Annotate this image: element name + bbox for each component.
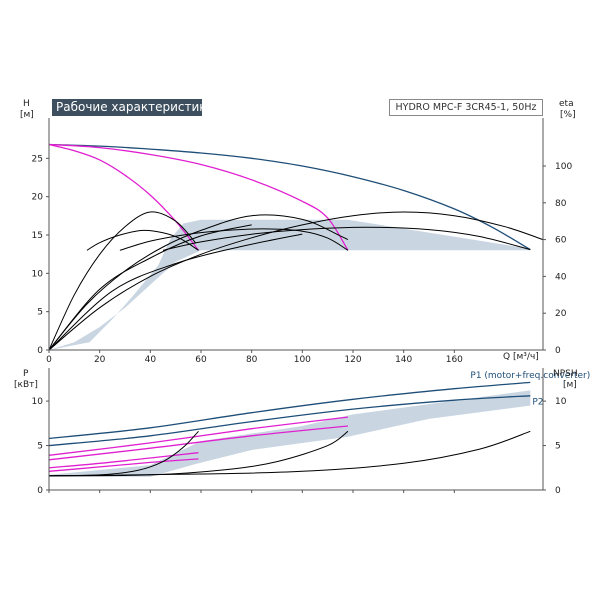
series-line-p2-1-pump	[48, 458, 199, 472]
chart-title: Рабочие характеристики	[52, 99, 214, 116]
y-right-tick-label: 0	[555, 486, 561, 496]
x-tick-label: 20	[94, 355, 106, 365]
series-line-reduced-speed-2-pumps	[119, 228, 349, 251]
x-tick-label: 0	[46, 355, 52, 365]
y-right-tick-label: 60	[555, 236, 567, 246]
series-line-reduced-speed-3-pumps	[162, 226, 531, 251]
y-left-tick-label: 0	[37, 486, 43, 496]
series-line-eta-1-pump	[48, 211, 197, 351]
top-y-left-symbol: H	[23, 99, 30, 109]
bottom-y-left-unit: [кВт]	[14, 380, 38, 390]
x-axis-unit: [м³/ч]	[513, 352, 539, 362]
series-line-eta-aux-a	[48, 233, 303, 351]
series-line-p1-1-pump	[48, 452, 199, 469]
series-line-npsh-1-pump	[48, 430, 199, 477]
operating-area-1	[49, 390, 531, 477]
y-right-tick-label: 10	[555, 397, 567, 407]
series-line-npsh-2-pumps	[48, 430, 349, 477]
y-right-tick-label: 80	[555, 199, 567, 209]
x-tick-label: 60	[195, 355, 207, 365]
operating-area-0	[49, 219, 531, 350]
y-left-tick-label: 5	[37, 308, 43, 318]
y-right-tick-label: 40	[555, 272, 567, 282]
x-tick-label: 120	[344, 355, 361, 365]
x-tick-label: 140	[395, 355, 412, 365]
top-y-right-symbol: eta	[559, 99, 574, 109]
series-line-eta-3-pumps	[48, 211, 544, 351]
x-tick-label: 80	[246, 355, 258, 365]
y-left-tick-label: 20	[32, 193, 44, 203]
bottom-y-left-symbol: P	[23, 369, 29, 379]
y-left-tick-label: 25	[32, 154, 43, 164]
bottom-y-right-symbol: NPSH	[553, 369, 578, 379]
series-line-eta-2-pumps	[48, 214, 349, 351]
top-y-left-unit: [м]	[20, 110, 34, 120]
series-line-eta-aux-b	[48, 224, 252, 351]
top-y-right-unit: [%]	[560, 110, 576, 120]
y-right-tick-label: 100	[555, 162, 572, 172]
y-left-tick-label: 5	[37, 442, 43, 452]
y-left-tick-label: 0	[37, 346, 43, 356]
curve-label: P1 (motor+freq.converter)	[470, 371, 590, 381]
bottom-y-right-unit: [м]	[563, 380, 577, 390]
y-left-tick-label: 10	[32, 269, 44, 279]
y-left-tick-label: 15	[32, 231, 43, 241]
y-left-tick-label: 10	[32, 397, 44, 407]
y-right-tick-label: 0	[555, 346, 561, 356]
series-line-p1-2-pumps	[48, 416, 348, 456]
series-line-max-speed-2-pumps	[48, 143, 349, 251]
y-right-tick-label: 5	[555, 442, 561, 452]
pump-model-label: HYDRO MPC-F 3CR45-1, 50Hz	[389, 99, 543, 116]
x-tick-label: 40	[145, 355, 157, 365]
series-line-p2-2-pumps	[48, 425, 348, 461]
x-axis-symbol: Q	[503, 352, 511, 362]
series-line-p2	[48, 395, 531, 447]
series-line-p1-motor-freq-converter-	[48, 381, 531, 440]
x-tick-label: 160	[446, 355, 463, 365]
series-line-max-speed-3-pumps	[48, 143, 531, 251]
y-right-tick-label: 20	[555, 309, 567, 319]
x-tick-label: 100	[294, 355, 311, 365]
curve-label: P2	[532, 398, 543, 408]
